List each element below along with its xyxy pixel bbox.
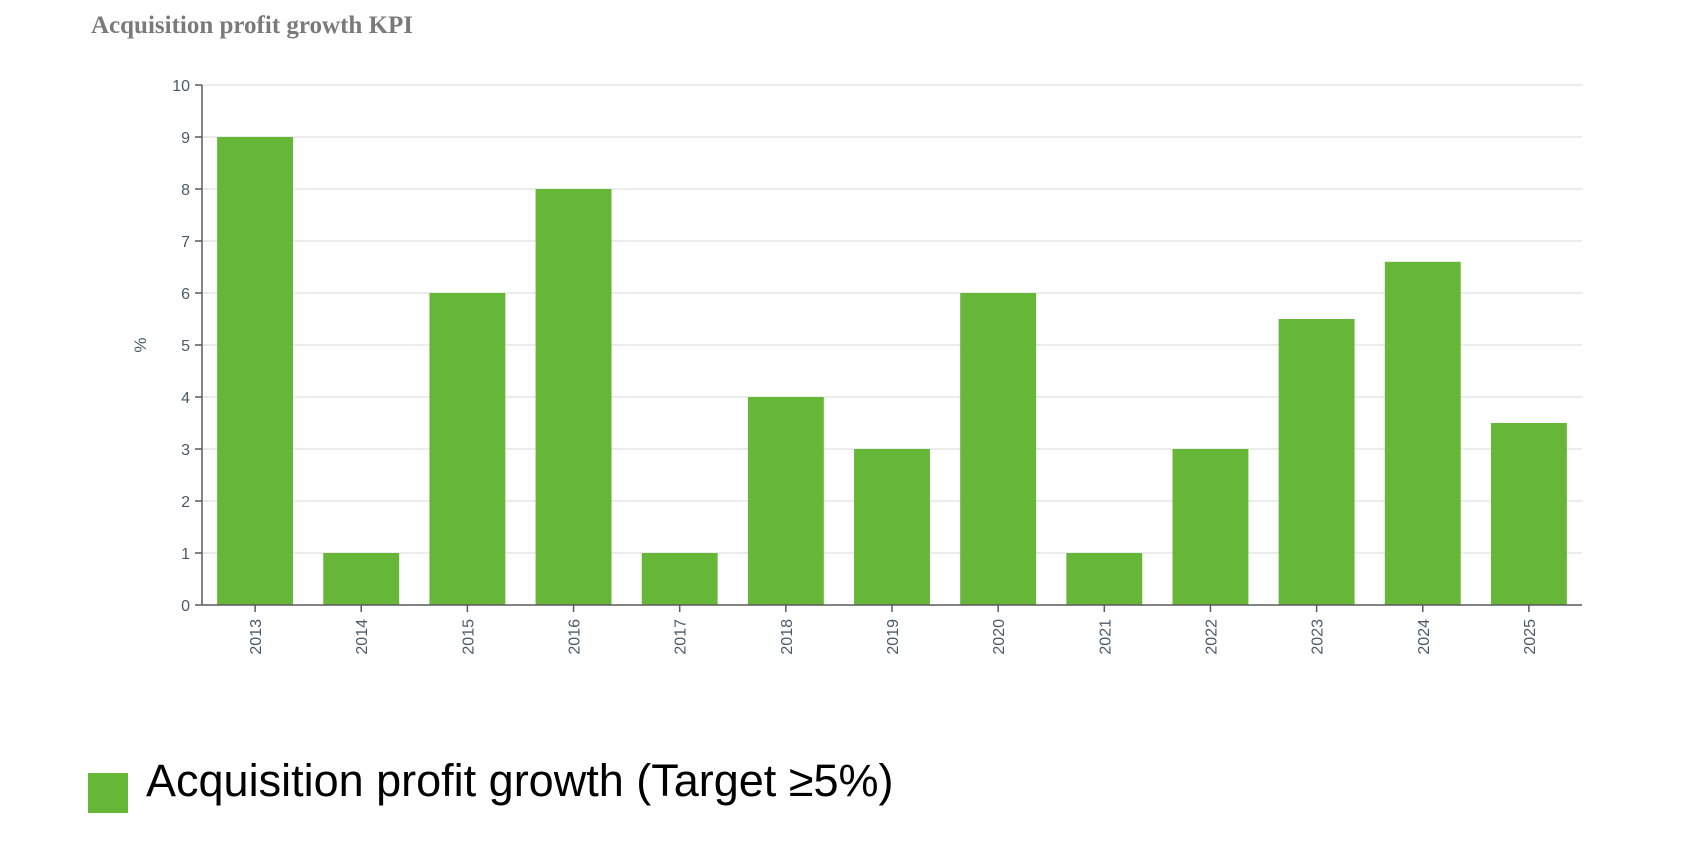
- bar-2024: [1384, 261, 1461, 605]
- x-tick-label: 2020: [991, 619, 1008, 655]
- bar-2019: [854, 449, 930, 605]
- x-tick-label: 2018: [779, 619, 796, 655]
- bar-2020: [960, 293, 1037, 605]
- x-tick-label: 2024: [1416, 619, 1433, 655]
- bar-2021: [1066, 553, 1143, 605]
- x-tick-label: 2016: [567, 619, 584, 655]
- bar-2014: [323, 553, 400, 605]
- bar-2017: [641, 553, 718, 605]
- bar-2013: [217, 137, 294, 605]
- y-tick-label: 8: [181, 182, 190, 199]
- x-tick-label: 2017: [673, 619, 690, 655]
- bar-2018: [747, 397, 824, 605]
- x-tick-label: 2013: [248, 619, 265, 655]
- bar-chart: 0 1 2 3 4 5 6 7 8 9 10% 2013 2014 2015 2016 2017 2018 201…: [131, 78, 1582, 655]
- y-tick-label: 6: [181, 286, 190, 303]
- x-tick-label: 2025: [1522, 619, 1539, 655]
- y-tick-label: 0: [181, 598, 190, 615]
- bar-2015: [429, 293, 506, 605]
- y-tick-label: 9: [181, 130, 190, 147]
- chart-title: Acquisition profit growth KPI: [91, 12, 414, 39]
- y-tick-label: 10: [172, 78, 190, 95]
- bar-2022: [1172, 449, 1249, 605]
- axes: [195, 84, 1582, 612]
- bar-2025: [1490, 423, 1567, 605]
- x-tick-label: 2019: [885, 619, 902, 655]
- legend-label: Acquisition profit growth (Target ≥5%): [146, 755, 894, 806]
- x-tick-label: 2022: [1203, 619, 1220, 655]
- x-tick-label: 2021: [1097, 619, 1114, 655]
- y-tick-label: 2: [181, 494, 190, 511]
- tick-labels: 0 1 2 3 4 5 6 7 8 9 10% 2013 2014 2015 2016 2017 2018 201…: [131, 78, 1539, 655]
- legend-swatch: [88, 773, 128, 813]
- x-tick-label: 2014: [354, 619, 371, 655]
- y-tick-label: 7: [181, 234, 190, 251]
- bar-2023: [1278, 319, 1355, 605]
- y-tick-label: 5: [181, 338, 190, 355]
- y-tick-label: 4: [181, 390, 190, 407]
- y-tick-label: 3: [181, 442, 190, 459]
- x-tick-label: 2015: [460, 619, 477, 655]
- y-axis-label: %: [131, 337, 150, 352]
- bars: [217, 137, 1567, 605]
- x-tick-label: 2023: [1310, 619, 1327, 655]
- legend: Acquisition profit growth (Target ≥5%): [88, 755, 894, 813]
- y-tick-label: 1: [181, 546, 190, 563]
- bar-2016: [535, 189, 612, 605]
